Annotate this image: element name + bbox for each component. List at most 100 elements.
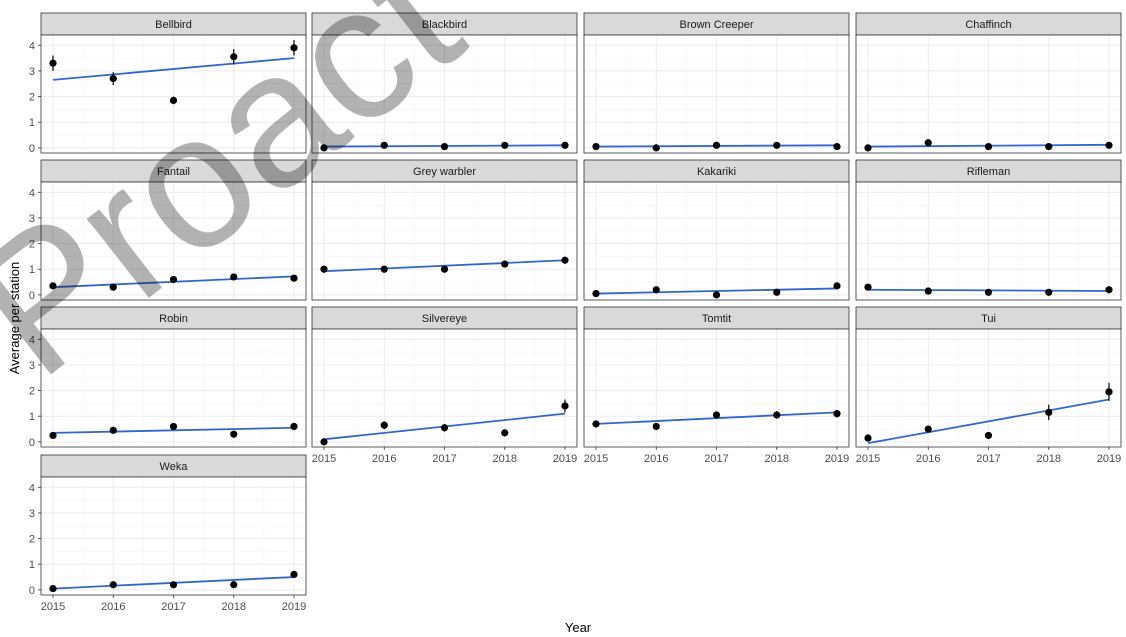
data-point [1105,141,1113,149]
data-point [440,424,449,432]
data-point [652,286,660,294]
x-tick-label: 2019 [1097,453,1121,465]
panel-rifleman: Rifleman [855,159,1122,301]
x-tick-label: 2018 [493,453,517,465]
data-point [561,141,569,149]
strip-label: Blackbird [422,19,467,31]
x-tick-label: 2018 [765,453,789,465]
strip-label: Bellbird [155,19,192,31]
panel-fantail: Fantail 0 1 2 3 4 [29,159,307,302]
y-tick-label: 4 [29,187,35,199]
panel-border [40,34,307,154]
panel-border [583,34,850,154]
strip-label: Grey warbler [413,166,476,178]
x-tick-label: 2015 [41,601,65,613]
strip-label: Tomtit [702,313,731,325]
y-tick-label: 3 [29,360,35,372]
data-point [440,142,449,151]
data-point [109,283,117,291]
data-point [712,291,721,299]
panel-grey-warbler: Grey warbler [311,159,578,301]
y-tick-label: 4 [29,334,35,346]
data-point [169,275,178,284]
data-point [169,422,178,431]
data-point [712,411,721,419]
data-point [290,44,298,52]
y-tick-label: 0 [29,143,35,155]
data-point [169,96,178,105]
x-tick-label: 2017 [976,453,1000,465]
data-point [1105,388,1113,396]
y-tick-label: 3 [29,508,35,520]
data-point [864,283,872,291]
data-point [984,431,993,440]
panel-border [583,181,850,301]
panel-blackbird: Blackbird [311,12,578,154]
data-point [1105,286,1113,294]
data-point [561,256,569,264]
y-tick-label: 4 [29,40,35,52]
strip-label: Chaffinch [965,19,1011,31]
data-point [109,581,117,589]
panel-border [855,34,1122,154]
data-point [380,141,388,149]
data-point [1045,408,1053,416]
data-point [592,289,600,298]
data-point [773,288,781,296]
data-point [561,402,569,410]
data-point [230,273,238,281]
y-tick-label: 3 [29,213,35,225]
y-tick-label: 3 [29,66,35,78]
panel-border [311,34,578,154]
data-point [49,584,57,593]
panel-tomtit: Tomtit 2015 2016 2017 2018 2019 [583,306,850,465]
data-point [833,282,841,290]
y-axis-title: Average per station [7,262,22,375]
data-point [864,144,872,152]
data-point [230,53,238,61]
data-point [290,570,298,579]
panel-chaffinch: Chaffinch [855,12,1122,154]
data-point [290,274,298,282]
y-tick-label: 1 [29,559,35,571]
y-tick-label: 0 [29,437,35,449]
y-tick-label: 2 [29,534,35,546]
strip-label: Robin [159,313,188,325]
y-tick-label: 1 [29,117,35,129]
panel-border [40,181,307,301]
y-tick-label: 2 [29,386,35,398]
strip-label: Fantail [157,166,190,178]
data-point [833,142,841,151]
data-point [290,422,298,431]
trend-line [595,287,838,295]
panel-tui: Tui 2015 2016 2017 2018 2019 [855,306,1122,465]
data-point [652,144,660,152]
y-tick-label: 1 [29,411,35,423]
data-point [49,431,57,440]
data-point [592,142,600,151]
data-point [712,141,721,149]
strip-label: Brown Creeper [680,19,754,31]
data-point [652,422,660,431]
panel-weka: Weka 0 1 2 3 4 2015 2016 2017 2018 2019 [29,454,307,613]
y-tick-label: 2 [29,239,35,251]
strip-label: Kakariki [697,166,736,178]
data-point [773,411,781,419]
strip-label: Silvereye [422,313,467,325]
x-tick-label: 2016 [101,601,125,613]
y-tick-label: 0 [29,585,35,597]
x-tick-label: 2016 [916,453,940,465]
data-point [169,581,178,589]
data-point [924,287,932,295]
strip-label: Tui [981,313,996,325]
data-point [501,260,509,268]
panel-border [40,328,307,448]
trend-line [867,398,1110,445]
data-point [984,142,993,151]
strip-label: Weka [160,461,189,473]
data-point [833,410,841,418]
x-tick-label: 2017 [704,453,728,465]
data-point [864,434,872,442]
trend-line [52,426,295,434]
